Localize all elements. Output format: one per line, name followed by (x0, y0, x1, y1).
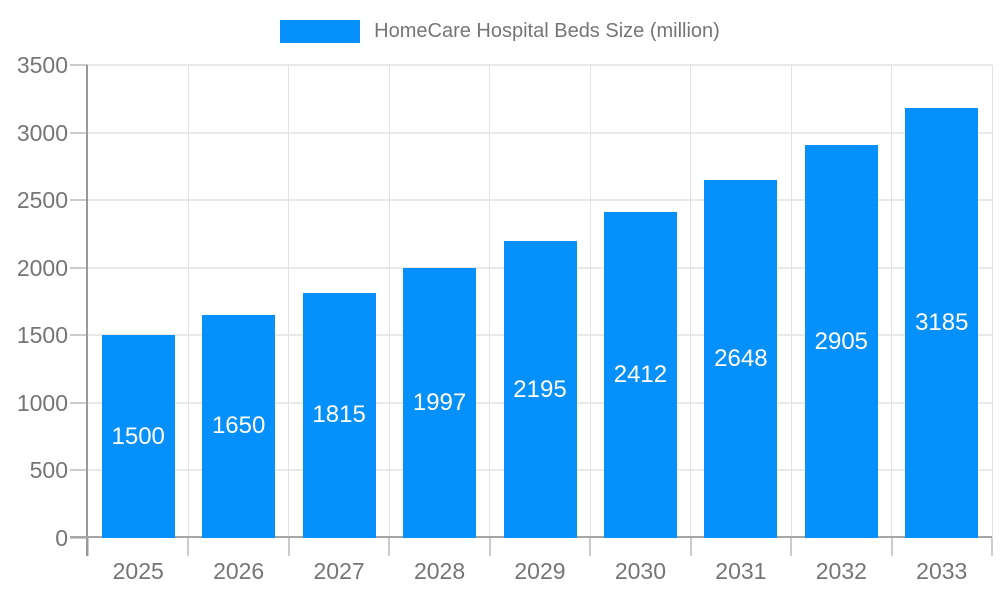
legend-swatch (280, 19, 361, 43)
x-tick-label: 2027 (313, 558, 365, 584)
y-axis-tick (70, 334, 88, 337)
y-axis-tick (70, 401, 88, 404)
y-tick-label: 2500 (16, 187, 68, 214)
x-tick-label: 2030 (614, 558, 667, 584)
v-gridline (690, 65, 692, 538)
bar-value-label: 1650 (211, 412, 266, 440)
x-tick-label: 2026 (213, 558, 265, 584)
v-gridline (187, 65, 189, 538)
bar-value-label: 2648 (714, 345, 768, 373)
y-axis-tick (70, 64, 88, 66)
h-gridline (88, 131, 992, 134)
bar[interactable]: 3185 (905, 107, 979, 538)
bar[interactable]: 2648 (704, 180, 778, 538)
x-axis-tick (87, 538, 89, 556)
h-gridline (88, 64, 992, 66)
legend-label: HomeCare Hospital Beds Size (million) (374, 20, 720, 42)
chart-legend-item[interactable]: HomeCare Hospital Beds Size (million) (0, 19, 1000, 43)
y-tick-label: 3500 (16, 52, 68, 78)
v-gridline (891, 65, 893, 538)
x-axis-tick (991, 538, 993, 556)
x-axis-tick (589, 538, 592, 556)
y-tick-label: 3000 (16, 119, 68, 146)
x-axis-tick (488, 538, 491, 556)
y-axis-tick (70, 199, 88, 202)
v-gridline (991, 65, 993, 538)
y-axis-tick (70, 131, 88, 134)
y-tick-label: 1000 (16, 389, 68, 416)
y-axis-tick (70, 266, 88, 269)
bar[interactable]: 1815 (302, 292, 376, 538)
x-tick-label: 2033 (916, 558, 968, 584)
bar-value-label: 1997 (412, 389, 467, 417)
x-axis-tick (890, 538, 893, 556)
y-tick-label: 1500 (16, 322, 68, 349)
v-gridline (388, 65, 390, 538)
x-tick-label: 2025 (112, 558, 164, 584)
v-gridline (288, 65, 290, 538)
bar[interactable]: 1997 (403, 268, 477, 538)
v-gridline (589, 65, 591, 538)
y-tick-label: 2000 (16, 254, 68, 281)
y-axis-tick (70, 469, 88, 472)
bar[interactable]: 2905 (804, 145, 878, 538)
x-axis-tick (790, 538, 793, 556)
y-axis-line (86, 65, 88, 556)
v-gridline (790, 65, 792, 538)
bar[interactable]: 2412 (603, 212, 677, 538)
bar[interactable]: 1650 (202, 315, 276, 538)
y-axis-tick (70, 537, 88, 539)
x-axis-tick (287, 538, 290, 556)
bar-value-label: 3185 (915, 308, 969, 336)
y-tick-label: 500 (29, 457, 68, 484)
h-gridline (88, 199, 992, 202)
bar[interactable]: 1500 (101, 335, 175, 538)
x-tick-label: 2031 (715, 558, 767, 584)
x-axis-tick (689, 538, 692, 556)
bar-value-label: 1815 (312, 401, 366, 429)
bar-value-label: 2905 (814, 327, 869, 355)
bar-value-label: 2412 (613, 361, 668, 388)
bar[interactable]: 2195 (503, 241, 577, 538)
bar-value-label: 1500 (111, 422, 165, 450)
bar-value-label: 2195 (513, 375, 567, 403)
x-axis-tick (388, 538, 391, 556)
v-gridline (489, 65, 491, 538)
x-tick-label: 2032 (815, 558, 867, 584)
x-tick-label: 2029 (514, 558, 566, 584)
x-axis-tick (187, 538, 190, 556)
y-tick-label: 0 (55, 525, 68, 551)
x-tick-label: 2028 (413, 558, 466, 584)
